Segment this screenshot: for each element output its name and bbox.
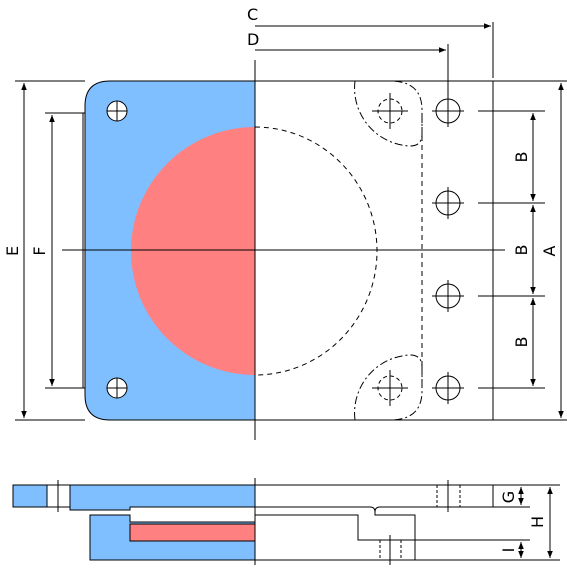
label-G: G [499,491,518,503]
label-B1: B [512,152,531,163]
label-I: I [499,548,518,553]
right-bolt-holes [432,95,464,404]
left-bolt-holes [106,100,128,399]
section-right-outline [254,478,494,565]
label-E: E [3,246,22,256]
plan-view: C D E F A B B B [3,5,567,440]
label-F: F [30,246,49,255]
label-D: D [247,30,259,49]
label-C: C [247,5,258,24]
extension-lines-left [15,80,85,421]
label-H: H [528,516,547,528]
lower-anchor-lug [354,354,423,421]
extension-lines-right [478,80,567,421]
anchor-holes [372,93,408,406]
elastomer-half-disc [131,127,255,375]
label-B3: B [512,337,531,348]
label-B2: B [512,245,531,256]
section-elastomer [129,523,256,542]
section-view: G H I [12,478,560,565]
label-A: A [540,245,559,256]
hidden-disc-outline [254,126,378,376]
upper-anchor-lug [354,80,423,147]
